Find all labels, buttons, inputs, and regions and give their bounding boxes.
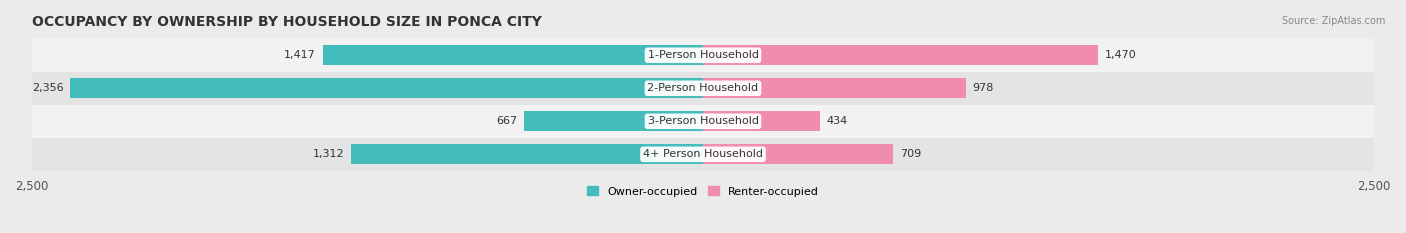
Bar — [32, 138, 1374, 171]
Text: 2-Person Household: 2-Person Household — [647, 83, 759, 93]
Bar — [703, 111, 820, 131]
Bar — [322, 45, 703, 65]
Bar — [703, 144, 893, 164]
Bar — [703, 78, 966, 98]
Text: 667: 667 — [496, 116, 517, 126]
Bar — [703, 45, 1098, 65]
Text: 1,470: 1,470 — [1105, 50, 1136, 60]
Bar — [32, 39, 1374, 72]
Text: 709: 709 — [900, 149, 921, 159]
Bar — [70, 78, 703, 98]
Bar — [350, 144, 703, 164]
Text: 1,417: 1,417 — [284, 50, 316, 60]
Text: 1,312: 1,312 — [312, 149, 344, 159]
Text: Source: ZipAtlas.com: Source: ZipAtlas.com — [1281, 16, 1385, 26]
Text: 1-Person Household: 1-Person Household — [648, 50, 758, 60]
Text: 2,356: 2,356 — [32, 83, 63, 93]
Text: OCCUPANCY BY OWNERSHIP BY HOUSEHOLD SIZE IN PONCA CITY: OCCUPANCY BY OWNERSHIP BY HOUSEHOLD SIZE… — [32, 15, 541, 29]
Bar — [32, 72, 1374, 105]
Bar — [524, 111, 703, 131]
Legend: Owner-occupied, Renter-occupied: Owner-occupied, Renter-occupied — [586, 186, 820, 197]
Text: 978: 978 — [973, 83, 994, 93]
Text: 3-Person Household: 3-Person Household — [648, 116, 758, 126]
Text: 434: 434 — [827, 116, 848, 126]
Text: 4+ Person Household: 4+ Person Household — [643, 149, 763, 159]
Bar — [32, 105, 1374, 138]
